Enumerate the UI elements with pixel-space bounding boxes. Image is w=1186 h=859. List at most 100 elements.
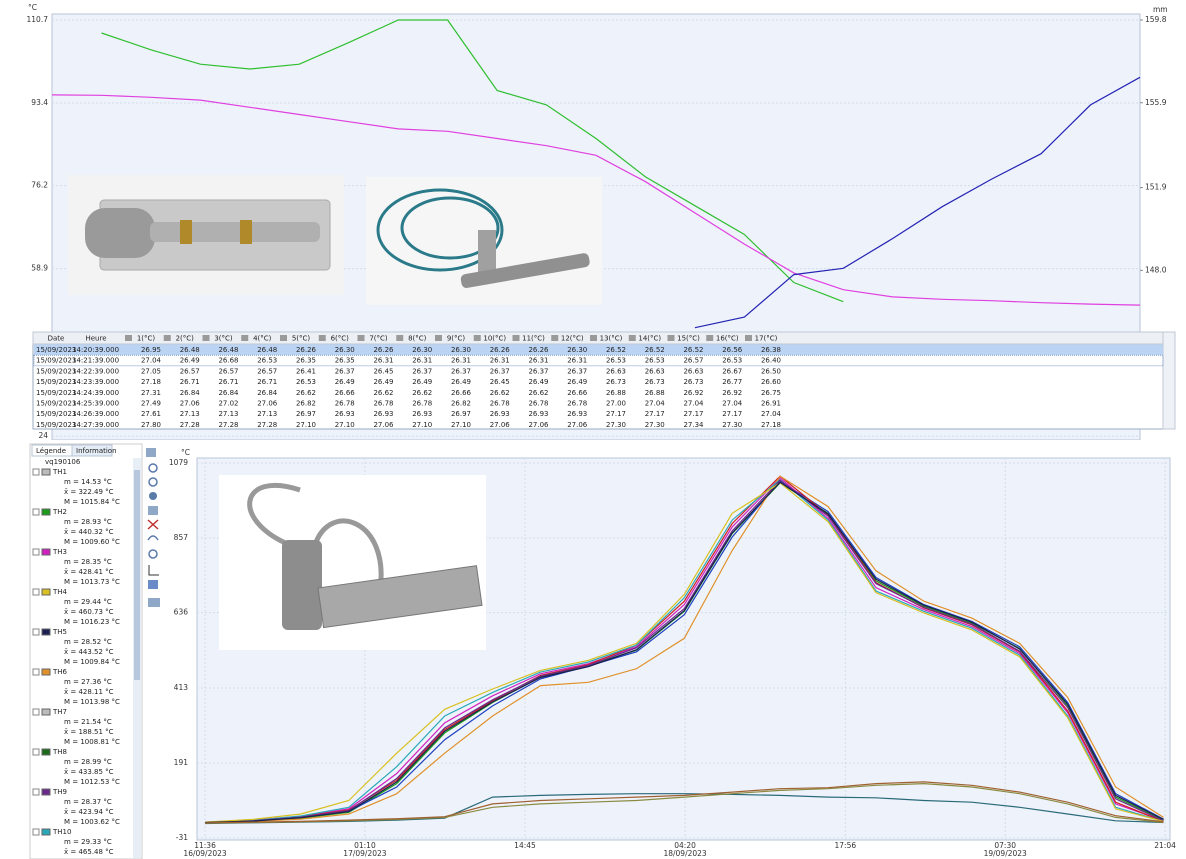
y-tick-label: 636	[174, 608, 189, 617]
item-name[interactable]: TH4	[52, 588, 68, 596]
color-swatch	[42, 549, 50, 555]
item-name[interactable]: TH2	[52, 508, 67, 516]
item-name[interactable]: TH7	[52, 708, 67, 716]
expander[interactable]	[33, 549, 39, 555]
column-header[interactable]: Heure	[85, 335, 106, 343]
expander[interactable]	[33, 829, 39, 835]
photo-body	[282, 540, 322, 630]
expander[interactable]	[33, 749, 39, 755]
column-header[interactable]: 16(°C)	[716, 335, 739, 343]
column-icon	[590, 335, 597, 341]
expander[interactable]	[33, 469, 39, 475]
item-name[interactable]: TH3	[52, 548, 67, 556]
column-header[interactable]: 7(°C)	[369, 335, 388, 343]
table-cell: 14:23:39.000	[72, 378, 119, 386]
table-cell: 26.91	[761, 400, 781, 408]
column-header[interactable]: 3(°C)	[214, 335, 233, 343]
column-header[interactable]: 13(°C)	[600, 335, 623, 343]
column-header[interactable]: 1(°C)	[137, 335, 156, 343]
item-stat: M = 1015.84 °C	[64, 498, 120, 506]
column-header[interactable]: 2(°C)	[176, 335, 195, 343]
item-stat: m = 14.53 °C	[64, 478, 112, 486]
column-header[interactable]: 5(°C)	[292, 335, 311, 343]
table-cell: 26.31	[412, 357, 432, 365]
table-cell: 27.06	[373, 421, 394, 429]
column-icon	[164, 335, 171, 341]
column-header[interactable]: 15(°C)	[677, 335, 700, 343]
column-header[interactable]: 12(°C)	[561, 335, 584, 343]
column-header[interactable]: 14(°C)	[638, 335, 661, 343]
tab-label[interactable]: Information	[76, 447, 117, 455]
tool-icon[interactable]	[148, 506, 158, 515]
table-cell: 26.37	[412, 367, 432, 375]
table-cell: 27.17	[645, 410, 665, 418]
table-cell: 27.10	[335, 421, 355, 429]
photo-holder	[68, 175, 344, 295]
column-header[interactable]: 9(°C)	[447, 335, 466, 343]
column-icon	[280, 335, 287, 341]
table-cell: 26.63	[606, 367, 626, 375]
table-cell: 27.80	[141, 421, 161, 429]
tool-icon[interactable]	[149, 492, 157, 500]
column-header[interactable]: 10(°C)	[483, 335, 506, 343]
table-cell: 26.48	[180, 346, 200, 354]
tab-label[interactable]: Légende	[36, 447, 66, 455]
tree-root: vq190106	[45, 458, 81, 466]
table-cell: 26.62	[490, 389, 510, 397]
photo-ring	[240, 220, 252, 244]
expander[interactable]	[33, 669, 39, 675]
column-header[interactable]: 4(°C)	[253, 335, 272, 343]
table-cell: 14:27:39.000	[72, 421, 119, 429]
item-stat: x̄ = 428.11 °C	[64, 688, 114, 696]
item-name[interactable]: TH9	[52, 788, 67, 796]
tool-icon[interactable]	[148, 580, 158, 589]
table-scrollbar[interactable]	[1163, 332, 1175, 429]
column-header[interactable]: 8(°C)	[408, 335, 427, 343]
item-stat: x̄ = 433.85 °C	[64, 768, 114, 776]
table-cell: 26.57	[218, 367, 238, 375]
column-header[interactable]: 11(°C)	[522, 335, 545, 343]
table-cell: 27.06	[567, 421, 588, 429]
table-cell: 26.31	[567, 357, 587, 365]
table-cell: 26.78	[490, 400, 510, 408]
table-cell: 15/09/2023	[36, 421, 76, 429]
table-cell: 26.37	[451, 367, 471, 375]
tool-icon[interactable]	[148, 598, 160, 607]
expander[interactable]	[33, 789, 39, 795]
item-stat: m = 28.52 °C	[64, 638, 112, 646]
column-icon	[513, 335, 520, 341]
item-name[interactable]: TH1	[52, 468, 67, 476]
item-stat: m = 28.99 °C	[64, 758, 112, 766]
item-stat: x̄ = 443.52 °C	[64, 648, 114, 656]
expander[interactable]	[33, 589, 39, 595]
item-name[interactable]: TH8	[52, 748, 67, 756]
expander[interactable]	[33, 709, 39, 715]
table-cell: 26.82	[296, 400, 316, 408]
table-cell: 26.92	[722, 389, 742, 397]
column-header[interactable]: Date	[48, 335, 65, 343]
table-cell: 26.66	[567, 389, 588, 397]
column-icon	[241, 335, 248, 341]
table-cell: 26.78	[412, 400, 432, 408]
x-tick-label: 21:04	[1154, 841, 1176, 850]
column-icon	[551, 335, 558, 341]
table-cell: 26.52	[606, 346, 626, 354]
x-tick-date: 18/09/2023	[663, 849, 706, 858]
y2-axis-unit: mm	[1153, 5, 1168, 14]
table-cell: 26.49	[335, 378, 355, 386]
column-header[interactable]: 17(°C)	[755, 335, 778, 343]
scroll-thumb[interactable]	[134, 470, 140, 680]
column-icon	[203, 335, 210, 341]
item-name[interactable]: TH10	[52, 828, 71, 836]
item-name[interactable]: TH5	[52, 628, 67, 636]
x-tick-label: 14:45	[514, 841, 536, 850]
column-header[interactable]: 6(°C)	[331, 335, 350, 343]
y-tick-label: 76.2	[31, 181, 48, 190]
item-stat: m = 28.93 °C	[64, 518, 112, 526]
table-cell: 26.31	[451, 357, 471, 365]
item-name[interactable]: TH6	[52, 668, 68, 676]
tool-icon[interactable]	[146, 448, 156, 457]
expander[interactable]	[33, 629, 39, 635]
expander[interactable]	[33, 509, 39, 515]
table-cell: 27.13	[218, 410, 238, 418]
